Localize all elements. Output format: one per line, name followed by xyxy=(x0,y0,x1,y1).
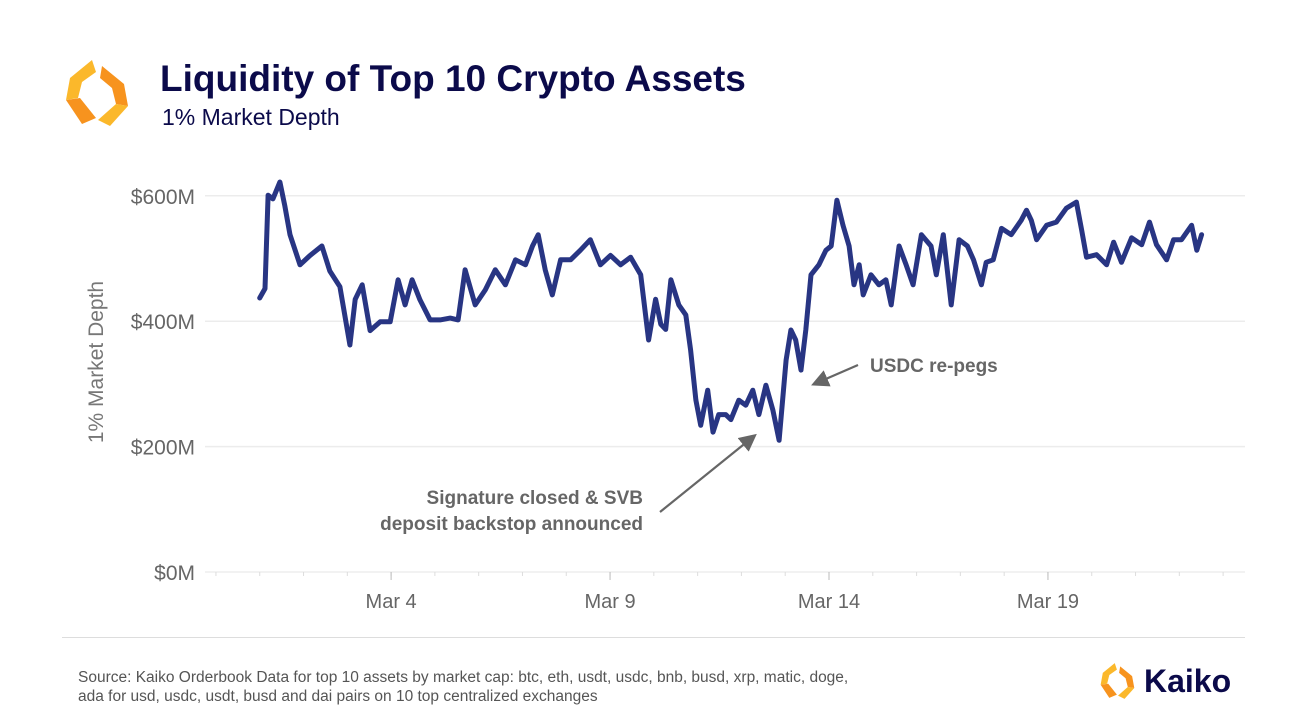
annotation-svb-line: Signature closed & SVB xyxy=(427,488,643,509)
kaiko-wordmark: Kaiko xyxy=(1144,662,1232,699)
source-note: Source: Kaiko Orderbook Data for top 10 … xyxy=(78,668,998,706)
annotation-arrow xyxy=(811,363,859,387)
annotation-svb-line: deposit backstop announced xyxy=(380,514,643,535)
y-tick-label: $200M xyxy=(131,437,195,460)
source-line-2: ada for usd, usdc, usdt, busd and dai pa… xyxy=(78,688,598,705)
series-line xyxy=(257,179,1205,443)
source-line-1: Source: Kaiko Orderbook Data for top 10 … xyxy=(78,669,849,686)
y-tick-label: $600M xyxy=(131,186,195,209)
kaiko-logo-mark xyxy=(66,60,128,126)
y-tick-label: $0M xyxy=(154,562,195,585)
kaiko-logo-small-icon xyxy=(1100,663,1135,699)
x-tick-label: Mar 19 xyxy=(1017,591,1079,613)
y-axis-label: 1% Market Depth xyxy=(85,281,108,443)
line-chart: $0M $200M $400M $600M Mar 4 Mar 9 Mar 14 Mar 19… xyxy=(85,179,1245,613)
chart-title: Liquidity of Top 10 Crypto Assets xyxy=(160,58,746,99)
x-tick-label: Mar 9 xyxy=(584,591,635,613)
annotation-usdc-repegs: USDC re-pegs xyxy=(870,356,998,377)
annotation-arrow xyxy=(659,433,757,513)
footer-divider xyxy=(62,637,1245,638)
x-tick-label: Mar 14 xyxy=(798,591,860,613)
x-tick-label: Mar 4 xyxy=(366,591,417,613)
chart-subtitle: 1% Market Depth xyxy=(162,104,340,130)
kaiko-brand: Kaiko xyxy=(1098,662,1231,700)
y-tick-label: $400M xyxy=(131,311,195,334)
